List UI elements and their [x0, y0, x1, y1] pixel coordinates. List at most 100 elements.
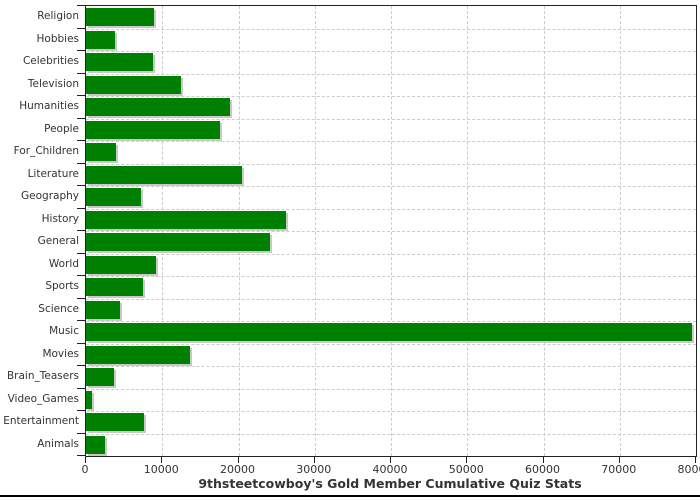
bar-animals	[86, 435, 105, 454]
y-axis-tick	[77, 72, 85, 74]
y-axis-label: Music	[49, 325, 79, 337]
y-axis-tick	[77, 275, 85, 276]
bottom-rule	[0, 495, 700, 497]
y-axis-label: General	[37, 235, 79, 247]
bar-literature	[86, 165, 242, 184]
x-axis-tick	[313, 456, 315, 463]
y-axis-tick	[77, 387, 85, 389]
y-axis-tick	[77, 365, 85, 366]
gridline-horizontal	[86, 433, 696, 435]
y-axis-tick	[77, 297, 85, 299]
y-axis-tick	[77, 185, 85, 186]
gridline-horizontal	[86, 276, 696, 277]
gridline-horizontal	[86, 298, 696, 300]
x-axis-label: 70000	[601, 463, 637, 476]
x-axis-tick	[466, 456, 468, 463]
gridline-horizontal	[86, 73, 696, 75]
bar-religion	[86, 8, 154, 26]
plot-area	[85, 5, 697, 457]
y-axis-label: Television	[27, 77, 79, 90]
y-axis-label: Entertainment	[3, 415, 79, 427]
bar-brain_teasers	[86, 368, 114, 386]
y-axis-label: Animals	[37, 437, 79, 450]
bar-hobbies	[86, 30, 115, 49]
y-axis-tick	[77, 410, 85, 411]
gridline-horizontal	[86, 163, 696, 165]
x-axis-label: 20000	[220, 463, 255, 476]
y-axis-label: Geography	[21, 190, 79, 202]
gridline-horizontal	[86, 253, 696, 255]
y-axis-tick	[77, 140, 85, 141]
x-axis-tick	[85, 456, 86, 463]
gridline-horizontal	[86, 186, 696, 187]
y-axis-label: People	[44, 122, 79, 135]
y-axis-tick	[77, 252, 85, 254]
bar-video_games	[86, 390, 92, 409]
y-axis-tick	[77, 230, 85, 231]
x-axis-label: 50000	[448, 463, 484, 476]
y-axis-tick	[77, 5, 85, 6]
gridline-horizontal	[86, 343, 696, 345]
x-axis-tick	[618, 456, 620, 463]
x-axis-tick	[237, 456, 239, 463]
y-axis-tick	[77, 27, 85, 29]
y-axis-label: For_Children	[13, 145, 79, 157]
x-axis-label: 60000	[525, 463, 560, 476]
gridline-horizontal	[86, 96, 696, 97]
gridline-horizontal	[86, 141, 696, 142]
y-axis-label: History	[41, 212, 79, 225]
y-axis-tick	[77, 320, 85, 321]
y-axis-label: Sports	[45, 280, 79, 292]
x-axis-label: 0	[81, 463, 89, 476]
x-axis-label: 30000	[296, 463, 332, 476]
y-axis-tick	[77, 50, 85, 51]
y-axis-label: Hobbies	[36, 32, 80, 45]
bar-music	[86, 323, 692, 341]
bar-general	[86, 233, 270, 251]
x-axis-tick	[161, 456, 163, 463]
y-axis-label: Movies	[42, 347, 79, 360]
y-axis-label: Brain_Teasers	[6, 370, 79, 382]
bar-entertainment	[86, 413, 144, 431]
y-axis-label: Celebrities	[22, 55, 79, 67]
y-axis-tick	[77, 455, 85, 456]
gridline-horizontal	[86, 321, 696, 322]
x-axis-tick	[542, 456, 544, 463]
bar-movies	[86, 345, 190, 364]
gridline-horizontal	[86, 51, 696, 52]
y-axis-tick	[77, 207, 85, 209]
gridline-horizontal	[86, 388, 696, 390]
bar-science	[86, 300, 120, 319]
x-axis-tick	[390, 456, 391, 463]
y-axis-label: Humanities	[19, 100, 79, 112]
y-axis-label: World	[48, 257, 79, 270]
chart-title: 9thsteetcowboy's Gold Member Cumulative …	[198, 476, 582, 491]
y-axis-tick	[77, 117, 85, 119]
bar-people	[86, 120, 220, 139]
y-axis-label: Religion	[37, 10, 79, 22]
gridline-horizontal	[86, 118, 696, 120]
gridline-horizontal	[86, 231, 696, 232]
bar-history	[86, 210, 286, 229]
x-axis-label: 80000	[677, 463, 700, 476]
x-axis-label: 10000	[143, 463, 179, 476]
y-axis-tick	[77, 95, 85, 96]
gridline-horizontal	[86, 366, 696, 367]
gridline-horizontal	[86, 208, 696, 210]
bar-celebrities	[86, 53, 153, 71]
x-axis-label: 40000	[372, 463, 408, 476]
bar-television	[86, 75, 181, 94]
bar-geography	[86, 188, 141, 206]
y-axis-tick	[77, 432, 85, 434]
bar-for_children	[86, 143, 116, 161]
bar-world	[86, 255, 156, 274]
bar-humanities	[86, 98, 230, 116]
y-axis-label: Science	[38, 302, 79, 315]
bar-sports	[86, 278, 143, 296]
y-axis-tick	[77, 342, 85, 344]
gridline-horizontal	[86, 411, 696, 412]
y-axis-label: Literature	[27, 167, 79, 180]
gridline-horizontal	[86, 28, 696, 30]
y-axis-label: Video_Games	[7, 392, 79, 405]
